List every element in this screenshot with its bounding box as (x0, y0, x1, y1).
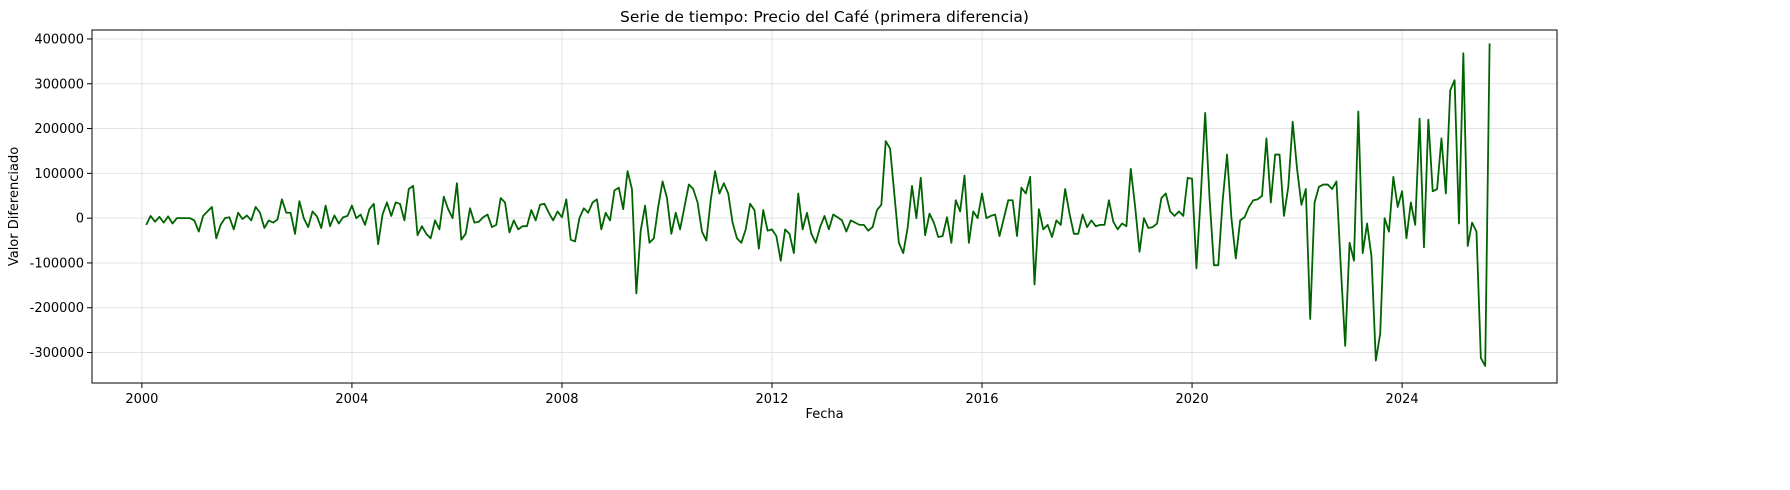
x-tick-label: 2000 (125, 392, 158, 407)
y-tick-label: -200000 (30, 301, 84, 316)
x-tick-label: 2008 (545, 392, 578, 407)
x-tick-label: 2016 (965, 392, 998, 407)
y-tick-label: -300000 (30, 346, 84, 361)
x-tick-label: 2004 (335, 392, 368, 407)
x-axis-label: Fecha (805, 407, 843, 422)
y-tick-label: 400000 (34, 32, 84, 47)
x-tick-label: 2024 (1386, 392, 1419, 407)
y-tick-label: -100000 (30, 256, 84, 271)
x-axis: 2000 2004 2008 2012 2016 2020 2024 (125, 383, 1419, 407)
y-tick-label: 200000 (34, 122, 84, 137)
y-axis: -300000 -200000 -100000 0 100000 200000 300000… (30, 32, 92, 361)
y-tick-label: 300000 (34, 77, 84, 92)
series-line (145, 43, 1491, 367)
plot-frame (91, 29, 1558, 384)
series-group (145, 43, 1491, 367)
chart-title: Serie de tiempo: Precio del Café (primer… (620, 8, 1029, 26)
x-tick-label: 2020 (1176, 392, 1209, 407)
y-tick-label: 0 (76, 212, 84, 227)
y-tick-label: 100000 (34, 167, 84, 182)
x-tick-label: 2012 (755, 392, 788, 407)
y-axis-label: Valor Diferenciado (7, 147, 22, 266)
